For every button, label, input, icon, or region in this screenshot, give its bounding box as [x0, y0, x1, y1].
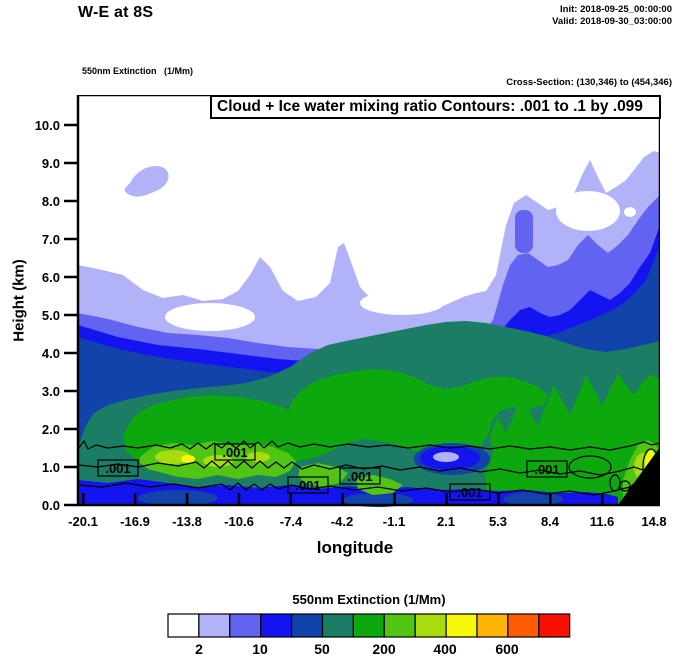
- green-blob-center: [280, 369, 548, 461]
- colorbar-cell: [352, 613, 385, 638]
- x-tick-label: 11.6: [589, 514, 615, 529]
- x-tick-label: 14.8: [641, 514, 667, 529]
- colorbar-cell: [383, 613, 416, 638]
- contour-info-box: Cloud + Ice water mixing ratio Contours:…: [210, 95, 661, 119]
- colorbar-cell: [445, 613, 478, 638]
- streak-yellow-green: [298, 463, 348, 487]
- y-tick-label: 6.0: [41, 270, 60, 285]
- colorbar-label: 600: [495, 641, 519, 657]
- x-tick-label: 2.1: [436, 514, 456, 529]
- contour-label-group: .001 .001 .001 .001 .001 .001: [97, 443, 568, 501]
- colorbar-title: 550nm Extinction (1/Mm): [292, 592, 446, 607]
- contour-label-box: [526, 460, 568, 478]
- lavender-cloud-patch: [124, 165, 169, 197]
- colorbar-cell: [290, 613, 324, 638]
- streak-yellow-green: [356, 475, 403, 495]
- contour-label-box: [449, 483, 491, 501]
- colorbar-cell: [229, 613, 262, 638]
- contour-label: .001: [457, 485, 482, 500]
- page-title: W-E at 8S: [78, 4, 154, 21]
- y-tick-label: 5.0: [41, 308, 60, 323]
- y-tick-label: 1.0: [41, 460, 60, 475]
- depression-core: [433, 452, 459, 462]
- contour-label: .001: [105, 461, 130, 476]
- y-tick-label: 7.0: [41, 232, 60, 247]
- colorbar: [167, 613, 571, 638]
- contour-label: .001: [534, 462, 559, 477]
- y-tick-label: 4.0: [41, 346, 60, 361]
- x-tick-label: -13.8: [172, 514, 202, 529]
- contour-label-box: [214, 443, 256, 461]
- x-tick-marks: [82, 493, 655, 505]
- cross-section-coords: Cross-Section: (130,346) to (454,346): [506, 77, 672, 88]
- cloud-ice-contour-lines: [77, 440, 660, 496]
- x-tick-label: -10.6: [224, 514, 254, 529]
- y-tick-label: 2.0: [41, 422, 60, 437]
- colorbar-cell: [198, 613, 231, 638]
- colorbar-cell: [260, 613, 293, 638]
- y-tick-label: 0.0: [41, 498, 60, 513]
- x-tick-label: -4.2: [330, 514, 354, 529]
- x-tick-label: -20.1: [68, 514, 98, 529]
- contour-label: .001: [295, 478, 320, 493]
- colorbar-label: 50: [314, 641, 330, 657]
- x-axis-label: longitude: [316, 538, 394, 557]
- x-tick-label: -1.1: [382, 514, 406, 529]
- streak-core-light: [203, 455, 233, 467]
- colorbar-label: 10: [252, 641, 268, 657]
- colorbar-cell: [476, 613, 509, 638]
- extinction-hole: [624, 207, 636, 217]
- colorbar-label: 2: [195, 641, 203, 657]
- contour-label-box: [97, 459, 139, 477]
- y-axis-label: Height (km): [10, 259, 28, 342]
- contour-label: .001: [347, 469, 372, 484]
- extinction-hole: [556, 191, 620, 231]
- valid-time: Valid: 2018-09-30_03:00:00: [552, 16, 672, 27]
- x-tick-label: -16.9: [120, 514, 150, 529]
- colorbar-label: 400: [433, 641, 457, 657]
- x-tick-label: 5.3: [488, 514, 508, 529]
- y-tick-label: 8.0: [41, 194, 60, 209]
- y-tick-label: 10.0: [34, 118, 60, 133]
- contour-label-box: [287, 476, 329, 494]
- violet-column-right: [515, 210, 533, 253]
- terrain-mask: [618, 447, 660, 505]
- model-times: Init: 2018-09-25_00:00:00 Valid: 2018-09…: [552, 4, 672, 28]
- init-time: Init: 2018-09-25_00:00:00: [560, 4, 672, 15]
- y-tick-label: 3.0: [41, 384, 60, 399]
- extinction-hole: [165, 303, 255, 331]
- x-tick-label: -7.4: [279, 514, 303, 529]
- colorbar-cell: [507, 613, 540, 638]
- cross-section-plot: .001 .001 .001 .001 .001 .001: [64, 95, 660, 507]
- colorbar-cell: [167, 613, 200, 638]
- colorbar-cells: [167, 613, 571, 638]
- field-extinction: 550nm Extinction (1/Mm): [82, 66, 194, 76]
- contour-label: .001: [222, 445, 247, 460]
- colorbar-label: 200: [372, 641, 396, 657]
- colorbar-cell: [414, 613, 447, 638]
- extinction-hole: [360, 291, 444, 315]
- surface-navy-patch: [503, 492, 563, 506]
- colorbar-cell: [538, 613, 571, 638]
- plot-frame: [76, 95, 660, 507]
- y-tick-marks: [64, 123, 78, 507]
- x-tick-label: 8.4: [540, 514, 560, 529]
- surface-navy-patch: [138, 490, 218, 506]
- contour-label-box: [339, 467, 381, 485]
- y-tick-label: 9.0: [41, 156, 60, 171]
- yellow-maximum: [181, 455, 195, 463]
- colorbar-cell: [321, 613, 354, 638]
